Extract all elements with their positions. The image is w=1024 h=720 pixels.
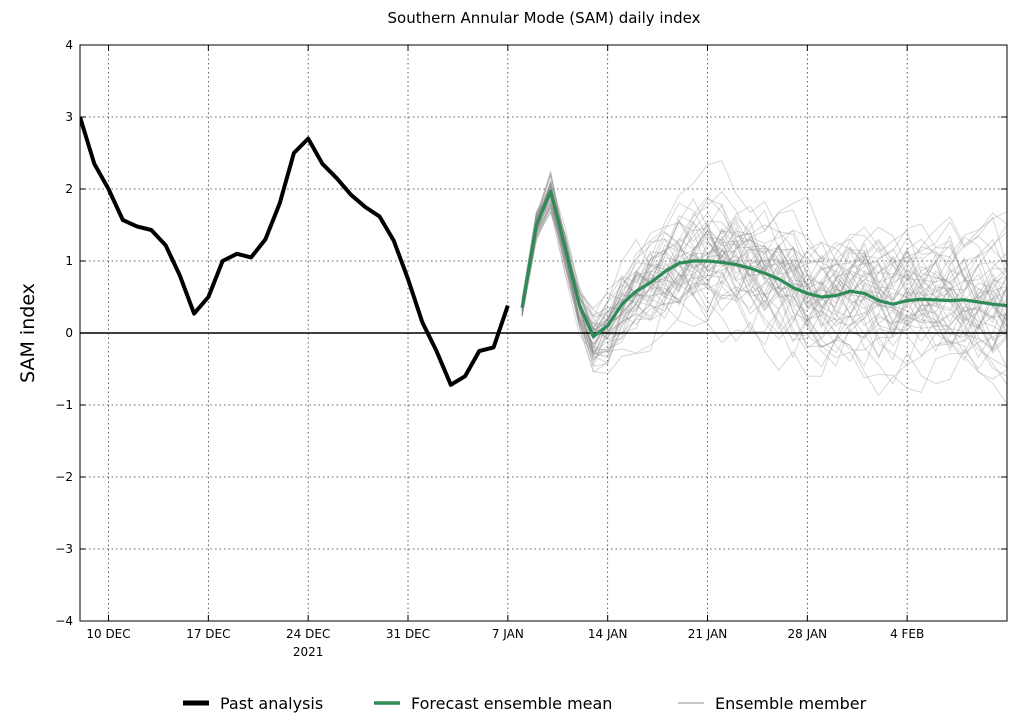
ensemble-member-line [521,191,1007,352]
x-tick-label: 17 DEC [186,627,230,641]
ensemble-member-line [521,173,1007,367]
ensemble-member-line [521,171,1007,361]
series-lines [80,116,1007,387]
axis-ticks: −4 −3 −2 −1 0 1 2 3 4 10 DEC 17 DEC 24 DEC 2021 31 DE… [55,38,1007,659]
y-tick-label: 3 [65,110,73,124]
x-tick-label: 4 FEB [890,627,924,641]
ensemble-member-line [521,184,1007,361]
ensemble-member-line [521,180,1007,348]
y-axis-label: SAM index [17,283,39,383]
legend-past-analysis-label: Past analysis [220,694,323,713]
ensemble-member-line [521,171,1007,364]
ensemble-member-line [521,198,1007,352]
ensemble-member-line [521,190,1007,357]
ensemble-member-line [521,171,1007,360]
x-tick-label: 14 JAN [588,627,628,641]
ensemble-members [521,159,1007,404]
ensemble-member-line [521,198,1007,353]
ensemble-member-line [521,180,1007,354]
ensemble-member-line [521,202,1007,397]
ensemble-member-line [521,190,1007,353]
legend: Past analysis Forecast ensemble mean Ensem… [183,694,867,713]
ensemble-member-line [521,192,1007,362]
legend-forecast-mean-label: Forecast ensemble mean [411,694,612,713]
y-tick-label: −4 [55,614,73,628]
ensemble-member-line [521,179,1007,359]
ensemble-member-line [521,194,1007,358]
chart-title: Southern Annular Mode (SAM) daily index [388,9,701,27]
ensemble-member-line [521,196,1007,377]
ensemble-member-line [521,206,1007,354]
y-tick-label: −1 [55,398,73,412]
y-tick-label: 0 [65,326,73,340]
x-tick-sublabel: 2021 [293,645,324,659]
y-tick-label: 4 [65,38,73,52]
ensemble-member-line [521,195,1007,355]
x-tick-label: 31 DEC [386,627,430,641]
ensemble-member-line [521,202,1007,345]
ensemble-member-line [521,186,1007,369]
ensemble-member-line [521,181,1007,394]
past-analysis-line [80,116,510,387]
x-tick-label: 28 JAN [788,627,828,641]
ensemble-member-line [521,192,1007,332]
ensemble-member-line [521,186,1007,330]
ensemble-member-line [521,199,1007,358]
ensemble-member-line [521,193,1007,335]
y-tick-label: 2 [65,182,73,196]
ensemble-member-line [521,182,1007,404]
ensemble-member-line [521,194,1007,380]
x-tick-label: 24 DEC [286,627,330,641]
x-tick-label: 10 DEC [86,627,130,641]
ensemble-member-line [521,202,1007,367]
forecast-mean-line [520,189,1007,339]
y-tick-label: −3 [55,542,73,556]
ensemble-member-line [521,189,1007,351]
ensemble-member-line [521,191,1007,375]
y-tick-label: −2 [55,470,73,484]
x-tick-label: 21 JAN [688,627,728,641]
ensemble-member-line [521,185,1007,354]
x-tick-label: 7 JAN [492,627,524,641]
legend-ensemble-member-label: Ensemble member [715,694,867,713]
ensemble-member-line [521,211,1007,348]
ensemble-member-line [521,159,1007,332]
ensemble-member-line [521,182,1007,385]
ensemble-member-line [521,190,1007,359]
y-tick-label: 1 [65,254,73,268]
